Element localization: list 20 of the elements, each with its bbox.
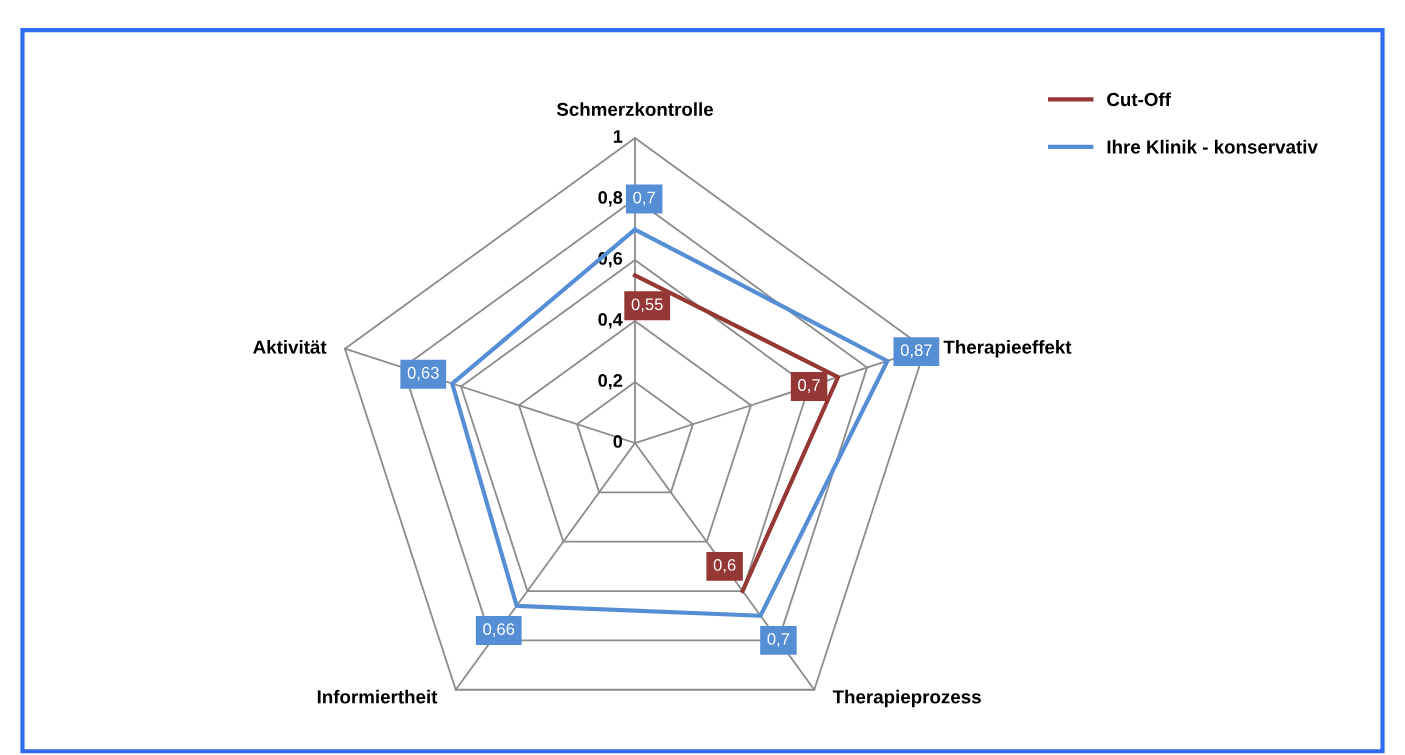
y-tick-label: 1 xyxy=(613,130,623,143)
data-label: 0,66 xyxy=(483,623,515,637)
spoke-label: Aktivität xyxy=(253,340,327,354)
data-label: 0,63 xyxy=(407,366,439,381)
legend-label: Cut-Off xyxy=(1107,92,1171,107)
data-label: 0,55 xyxy=(631,298,663,313)
legend-label: Ihre Klinik - konservativ xyxy=(1107,139,1318,154)
y-tick-label: 0,4 xyxy=(598,313,623,329)
data-label: 0,87 xyxy=(900,344,932,359)
spoke-label: Schmerzkontrolle xyxy=(556,102,714,116)
data-label: 0,6 xyxy=(713,559,736,573)
y-tick-label: 0 xyxy=(613,435,623,448)
data-label: 0,7 xyxy=(633,191,655,206)
spoke-label: Therapieeffekt xyxy=(943,340,1072,358)
y-tick-label: 0,8 xyxy=(598,191,623,207)
spoke-label: Informiertheit xyxy=(317,689,438,704)
data-label: 0,7 xyxy=(767,633,790,647)
data-label: 0,7 xyxy=(798,379,820,393)
y-tick-label: 0,2 xyxy=(598,374,623,390)
spoke-label: Therapieprozess xyxy=(832,689,981,708)
